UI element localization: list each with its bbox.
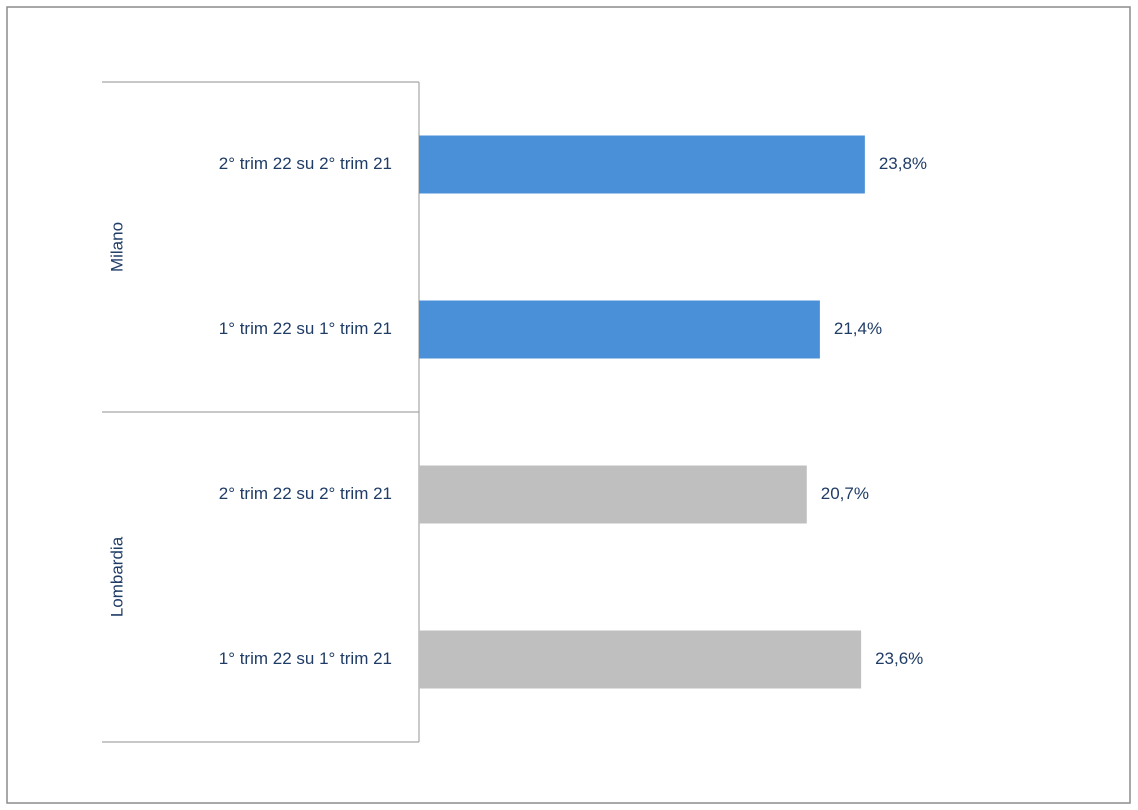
category-label: 1° trim 22 su 1° trim 21 [219,649,392,668]
group-label: Milano [107,222,126,272]
bar [419,135,865,194]
bar [419,300,820,359]
category-label: 1° trim 22 su 1° trim 21 [219,319,392,338]
value-label: 23,6% [875,649,923,668]
bar [419,465,807,524]
category-label: 2° trim 22 su 2° trim 21 [219,154,392,173]
group-label: Lombardia [107,536,126,617]
bar [419,630,862,689]
category-label: 2° trim 22 su 2° trim 21 [219,484,392,503]
value-label: 20,7% [821,484,869,503]
value-label: 21,4% [834,319,882,338]
value-label: 23,8% [879,154,927,173]
